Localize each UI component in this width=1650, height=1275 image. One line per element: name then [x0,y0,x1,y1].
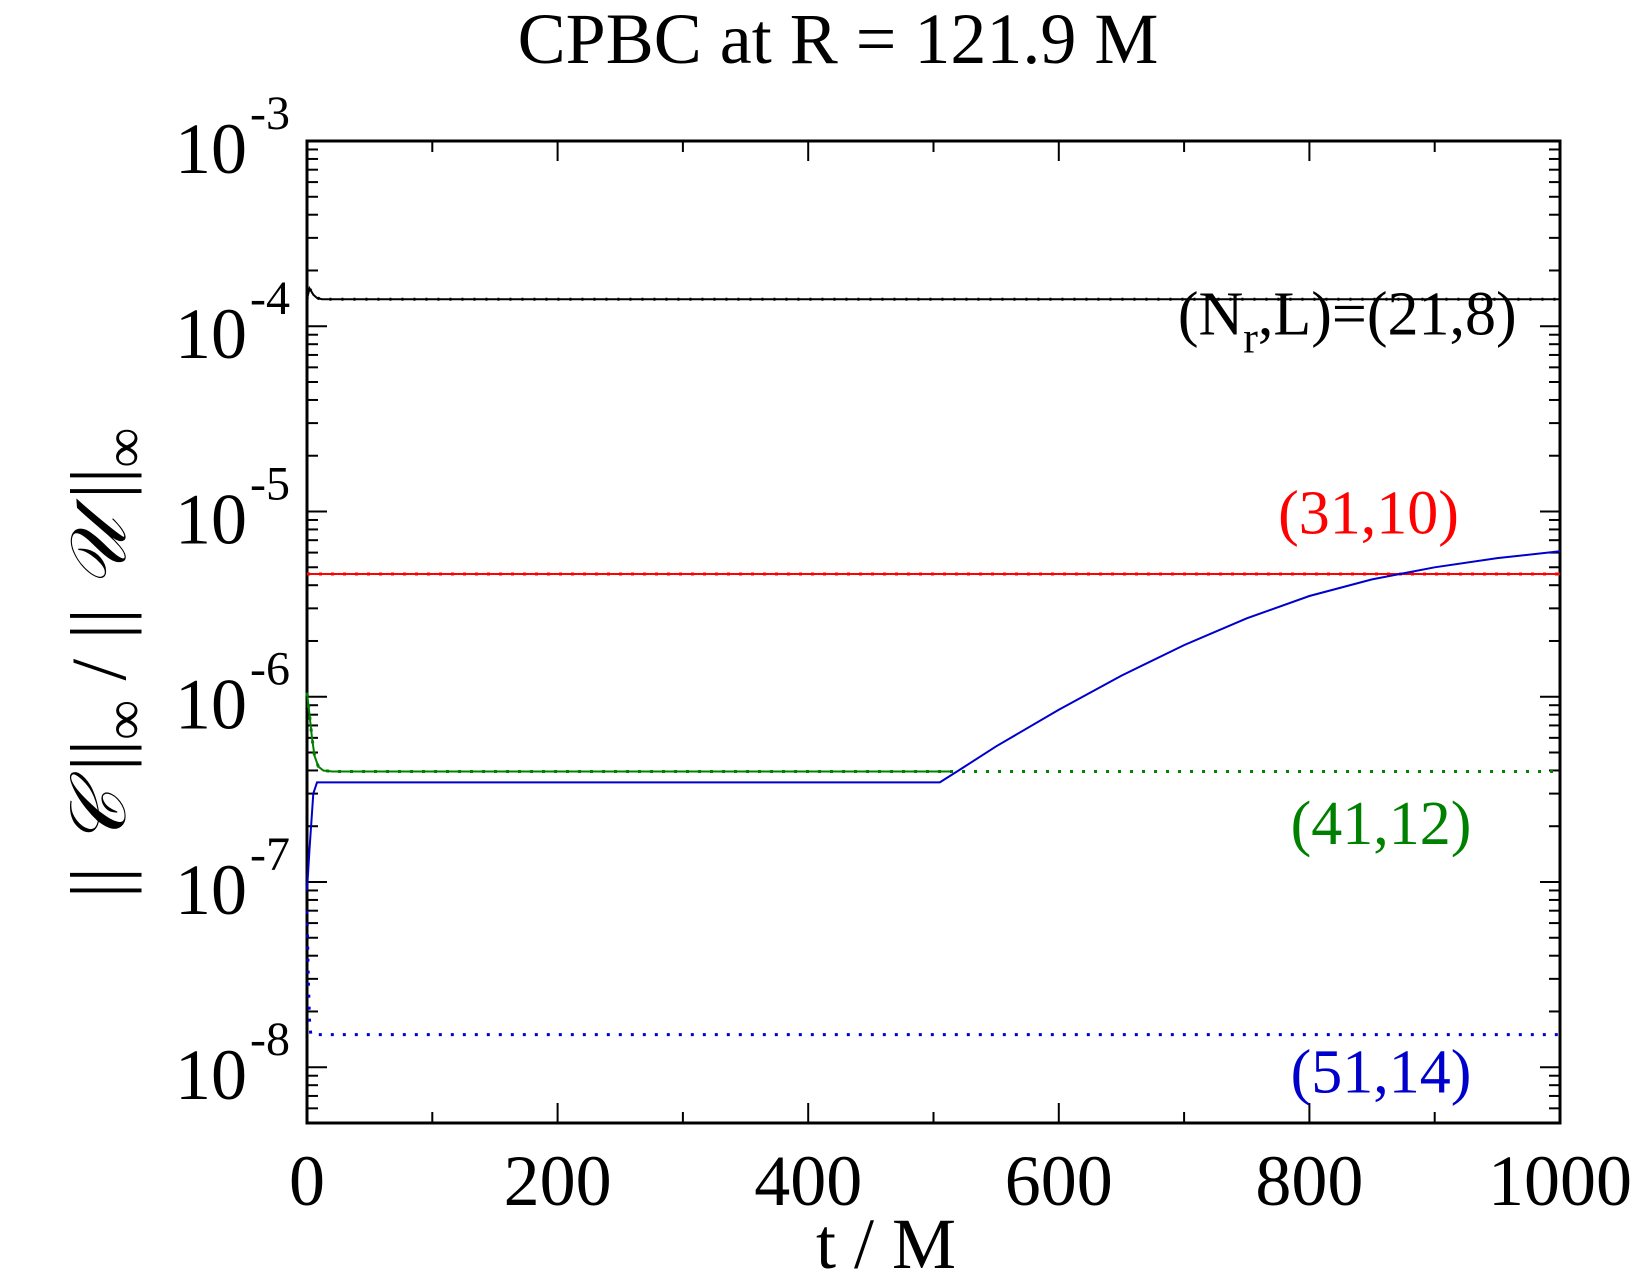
series-line [306,550,1561,891]
svg-text:|| 𝒞 ||∞ / || 𝒰 ||∞: || 𝒞 ||∞ / || 𝒰 ||∞ [55,428,156,899]
y-axis-title-part: || [55,848,142,899]
y-axis-title-part: ∞ [94,700,156,740]
y-tick-label: 10 [175,1035,247,1115]
x-tick-label: 200 [504,1141,612,1221]
series-line-dotted [305,910,1560,1037]
series-label-part: (N [1178,281,1243,349]
y-axis-title-part: || [55,740,142,791]
series-line-markers [305,284,1560,301]
chart-title: CPBC at R = 121.9 M [518,0,1159,79]
x-tick-label: 400 [754,1141,862,1221]
y-axis-title: || 𝒞 ||∞ / || 𝒰 ||∞ [55,428,156,899]
y-axis-title-part: / || [55,589,142,700]
series-label: (31,10) [1278,480,1459,548]
y-tick-exponent: -8 [250,1013,290,1066]
series-label: (Nr,L)=(21,8) [1178,281,1517,363]
y-axis-title-part: ∞ [94,428,156,468]
y-tick-exponent: -5 [250,457,290,510]
y-tick-label: 10 [175,479,247,559]
y-tick-exponent: -3 [250,87,290,140]
y-tick-exponent: -7 [250,828,290,881]
x-tick-label: 0 [289,1141,325,1221]
series-line-dotted [305,692,1560,773]
y-tick-exponent: -4 [250,272,290,325]
series-label-part: r [1243,314,1258,363]
y-tick-exponent: -6 [250,643,290,696]
x-tick-label: 1000 [1488,1141,1632,1221]
y-axis-title-part: || [55,468,142,519]
y-tick-label: 10 [175,294,247,374]
y-tick-label: 10 [175,850,247,930]
series-label: (41,12) [1291,790,1472,858]
x-tick-label: 600 [1005,1141,1113,1221]
x-tick-label: 800 [1255,1141,1363,1221]
series-label-part: ,L)=(21,8) [1258,281,1517,349]
y-tick-label: 10 [175,665,247,745]
y-tick-label: 10 [175,109,247,189]
x-axis-title: t / M [816,1204,956,1275]
series-label: (51,14) [1291,1039,1472,1107]
series-line [306,692,953,773]
